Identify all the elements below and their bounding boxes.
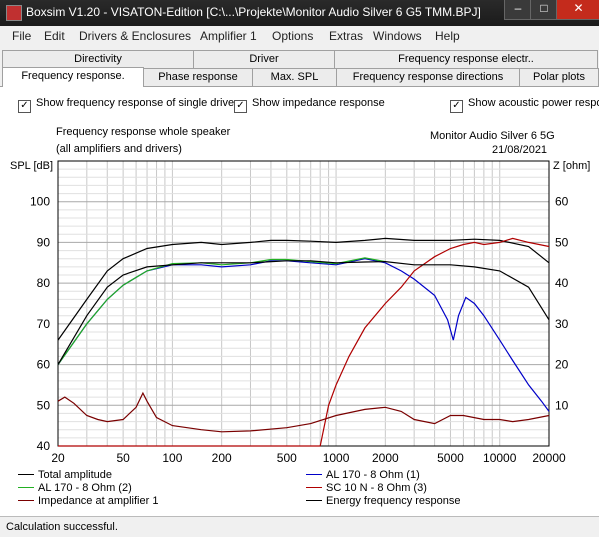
legend-item: Impedance at amplifier 1: [18, 495, 158, 507]
y-tick-label: 80: [37, 276, 51, 290]
y2-tick-label: 20: [555, 358, 569, 372]
show-single-drive-label: Show frequency response of single drive: [36, 97, 235, 109]
series-total-amplitude: [57, 237, 550, 341]
legend-swatch: [18, 474, 34, 475]
x-tick-label: 5000: [437, 451, 464, 465]
show-single-drive-option[interactable]: ✓ Show frequency response of single drive: [18, 97, 234, 113]
y-tick-label: 90: [37, 235, 51, 249]
x-tick-label: 10000: [483, 451, 517, 465]
legend-item: AL 170 - 8 Ohm (1): [306, 469, 420, 481]
menu-windows[interactable]: Windows: [373, 29, 422, 43]
y2-tick-label: 50: [555, 235, 569, 249]
series-al-170-8-ohm-1: [57, 258, 550, 412]
y-tick-label: 100: [30, 195, 50, 209]
checkbox-checked-icon[interactable]: ✓: [18, 100, 31, 113]
title-bar: Boxsim V1.20 - VISATON-Edition [C:\...\P…: [0, 0, 599, 26]
menu-edit[interactable]: Edit: [44, 29, 65, 43]
tab-frequency-response[interactable]: Frequency response.: [2, 67, 144, 87]
close-button[interactable]: ✕: [556, 0, 599, 20]
status-bar: Calculation successful.: [0, 516, 599, 537]
legend-swatch: [306, 474, 322, 475]
tab-phase-response[interactable]: Phase response: [143, 68, 253, 86]
menu-bar: File Edit Drivers & Enclosures Amplifier…: [0, 26, 599, 48]
tab-polar-plots[interactable]: Polar plots: [519, 68, 599, 86]
legend-item: AL 170 - 8 Ohm (2): [18, 482, 132, 494]
x-tick-label: 20: [51, 451, 65, 465]
y-axis-label-right: Z [ohm]: [553, 160, 591, 172]
x-tick-label: 2000: [372, 451, 399, 465]
tab-row-bottom: Frequency response. Phase response Max. …: [0, 67, 599, 87]
x-tick-label: 200: [212, 451, 232, 465]
menu-help[interactable]: Help: [435, 29, 460, 43]
menu-options[interactable]: Options: [272, 29, 314, 43]
legend-swatch: [306, 487, 322, 488]
tab-frequency-response-directions[interactable]: Frequency response directions: [336, 68, 520, 86]
checkbox-checked-icon[interactable]: ✓: [234, 100, 247, 113]
y-tick-label: 40: [37, 439, 51, 453]
y2-tick-label: 40: [555, 276, 569, 290]
tab-max-spl[interactable]: Max. SPL: [252, 68, 337, 86]
chart-subtitle: (all amplifiers and drivers): [56, 143, 182, 155]
x-tick-label: 500: [277, 451, 297, 465]
status-text: Calculation successful.: [6, 521, 118, 533]
legend-label: SC 10 N - 8 Ohm (3): [326, 482, 427, 494]
menu-extras[interactable]: Extras: [329, 29, 364, 43]
y2-tick-label: 30: [555, 317, 569, 331]
plot-frame: [57, 160, 550, 447]
legend-item: Energy frequency response: [306, 495, 461, 507]
x-tick-label: 20000: [532, 451, 566, 465]
tab-frequency-response-electr[interactable]: Frequency response electr..: [334, 50, 598, 68]
legend-label: Impedance at amplifier 1: [38, 495, 159, 507]
legend-label: AL 170 - 8 Ohm (1): [326, 469, 420, 481]
menu-amplifier[interactable]: Amplifier 1: [200, 29, 257, 43]
show-impedance-option[interactable]: ✓ Show impedance response: [234, 97, 385, 113]
y2-tick-label: 60: [555, 195, 569, 209]
y-tick-label: 70: [37, 317, 51, 331]
series-impedance-at-amplifier-1: [57, 391, 550, 433]
x-tick-label: 100: [162, 451, 182, 465]
menu-file[interactable]: File: [12, 29, 32, 43]
series-al-170-8-ohm-2: [57, 257, 386, 365]
project-name: Monitor Audio Silver 6 5G: [430, 130, 555, 142]
x-tick-label: 50: [116, 451, 130, 465]
legend-label: Energy frequency response: [326, 495, 461, 507]
legend-item: SC 10 N - 8 Ohm (3): [306, 482, 427, 494]
legend-swatch: [306, 500, 322, 501]
legend-swatch: [18, 487, 34, 488]
series-energy-frequency-response: [57, 260, 550, 365]
checkbox-checked-icon[interactable]: ✓: [450, 100, 463, 113]
chart-title: Frequency response whole speaker: [56, 126, 231, 138]
legend-label: Total amplitude: [38, 469, 112, 481]
y-tick-label: 50: [37, 398, 51, 412]
x-tick-label: 1000: [323, 451, 350, 465]
menu-drivers-enclosures[interactable]: Drivers & Enclosures: [79, 29, 192, 43]
show-acoustic-power-label: Show acoustic power respo: [468, 97, 599, 109]
legend-label: AL 170 - 8 Ohm (2): [38, 482, 132, 494]
legend-swatch: [18, 500, 34, 501]
legend-item: Total amplitude: [18, 469, 112, 481]
y-tick-label: 60: [37, 358, 51, 372]
app-icon: [6, 5, 22, 21]
y2-tick-label: 10: [555, 398, 569, 412]
tab-row-top: Directivity Driver Frequency response el…: [0, 50, 599, 68]
y-axis-label-left: SPL [dB]: [10, 160, 54, 172]
show-acoustic-power-option[interactable]: ✓ Show acoustic power respo: [450, 97, 599, 113]
show-impedance-label: Show impedance response: [252, 97, 385, 109]
series-sc-10-n-8-ohm-3: [319, 237, 550, 447]
project-date: 21/08/2021: [492, 144, 548, 156]
window-title: Boxsim V1.20 - VISATON-Edition [C:\...\P…: [26, 5, 481, 19]
